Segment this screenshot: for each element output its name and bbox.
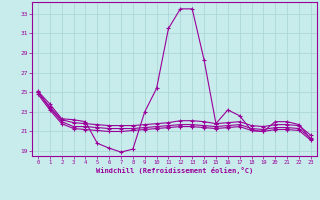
X-axis label: Windchill (Refroidissement éolien,°C): Windchill (Refroidissement éolien,°C) (96, 167, 253, 174)
